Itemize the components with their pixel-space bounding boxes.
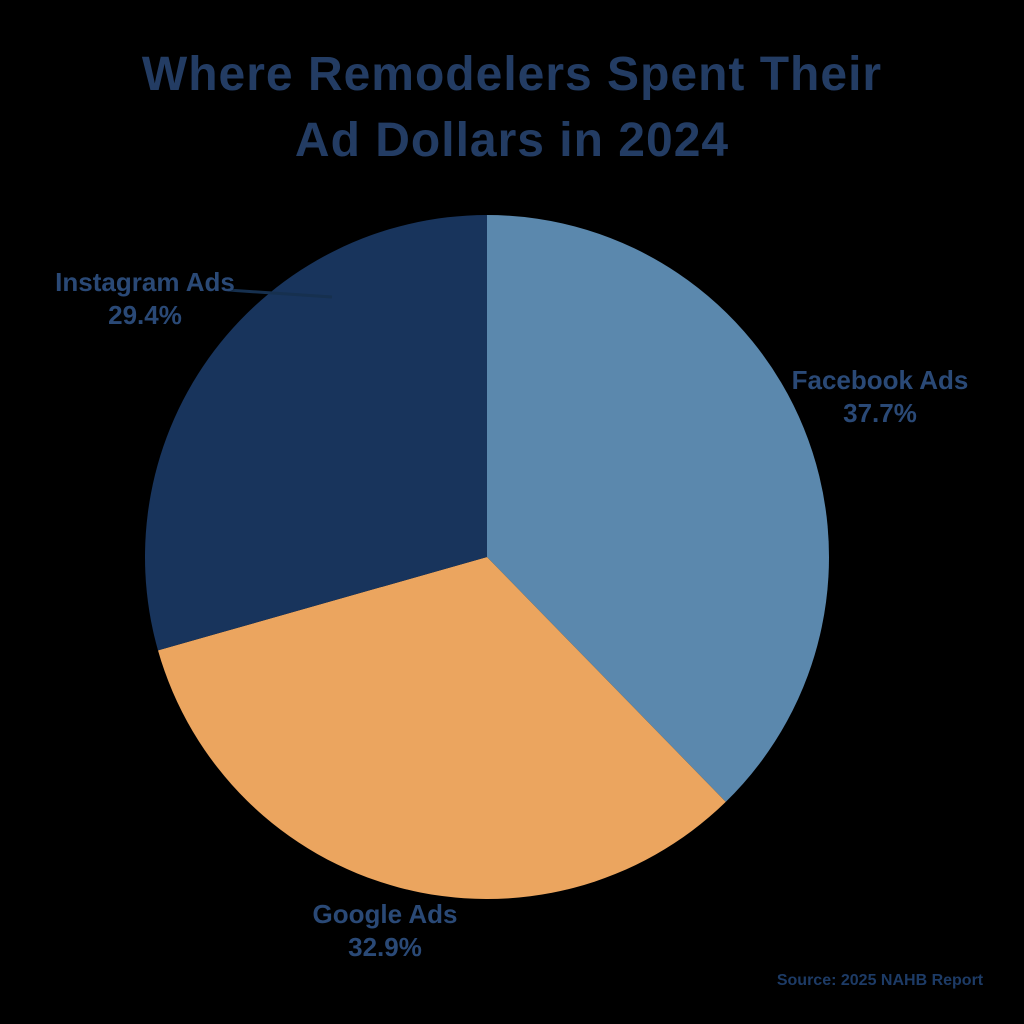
slice-label-text: Facebook Ads [791,365,969,395]
chart-title-line2: Ad Dollars in 2024 [294,114,730,167]
slice-label-google-ads: Google Ads 32.9% [280,898,490,964]
slice-label-text: Google Ads [312,899,458,929]
slice-value-text: 29.4% [108,300,182,330]
slice-value-text: 32.9% [348,932,422,962]
slice-label-text: Instagram Ads [55,267,235,297]
leader-line-instagram [227,288,333,299]
chart-title-line1: Where Remodelers Spent Their [141,48,883,101]
slice-label-instagram-ads: Instagram Ads 29.4% [40,266,250,332]
pie-slice-facebook-ads [487,215,829,802]
source-note: Source: 2025 NAHB Report [776,972,984,989]
pie-slice-google-ads [157,557,726,899]
slice-label-facebook-ads: Facebook Ads 37.7% [775,364,985,430]
chart-title: Where Remodelers Spent Their Ad Dollars … [0,42,1024,174]
pie-slice-instagram-ads [144,215,487,651]
slice-value-text: 37.7% [843,398,917,428]
